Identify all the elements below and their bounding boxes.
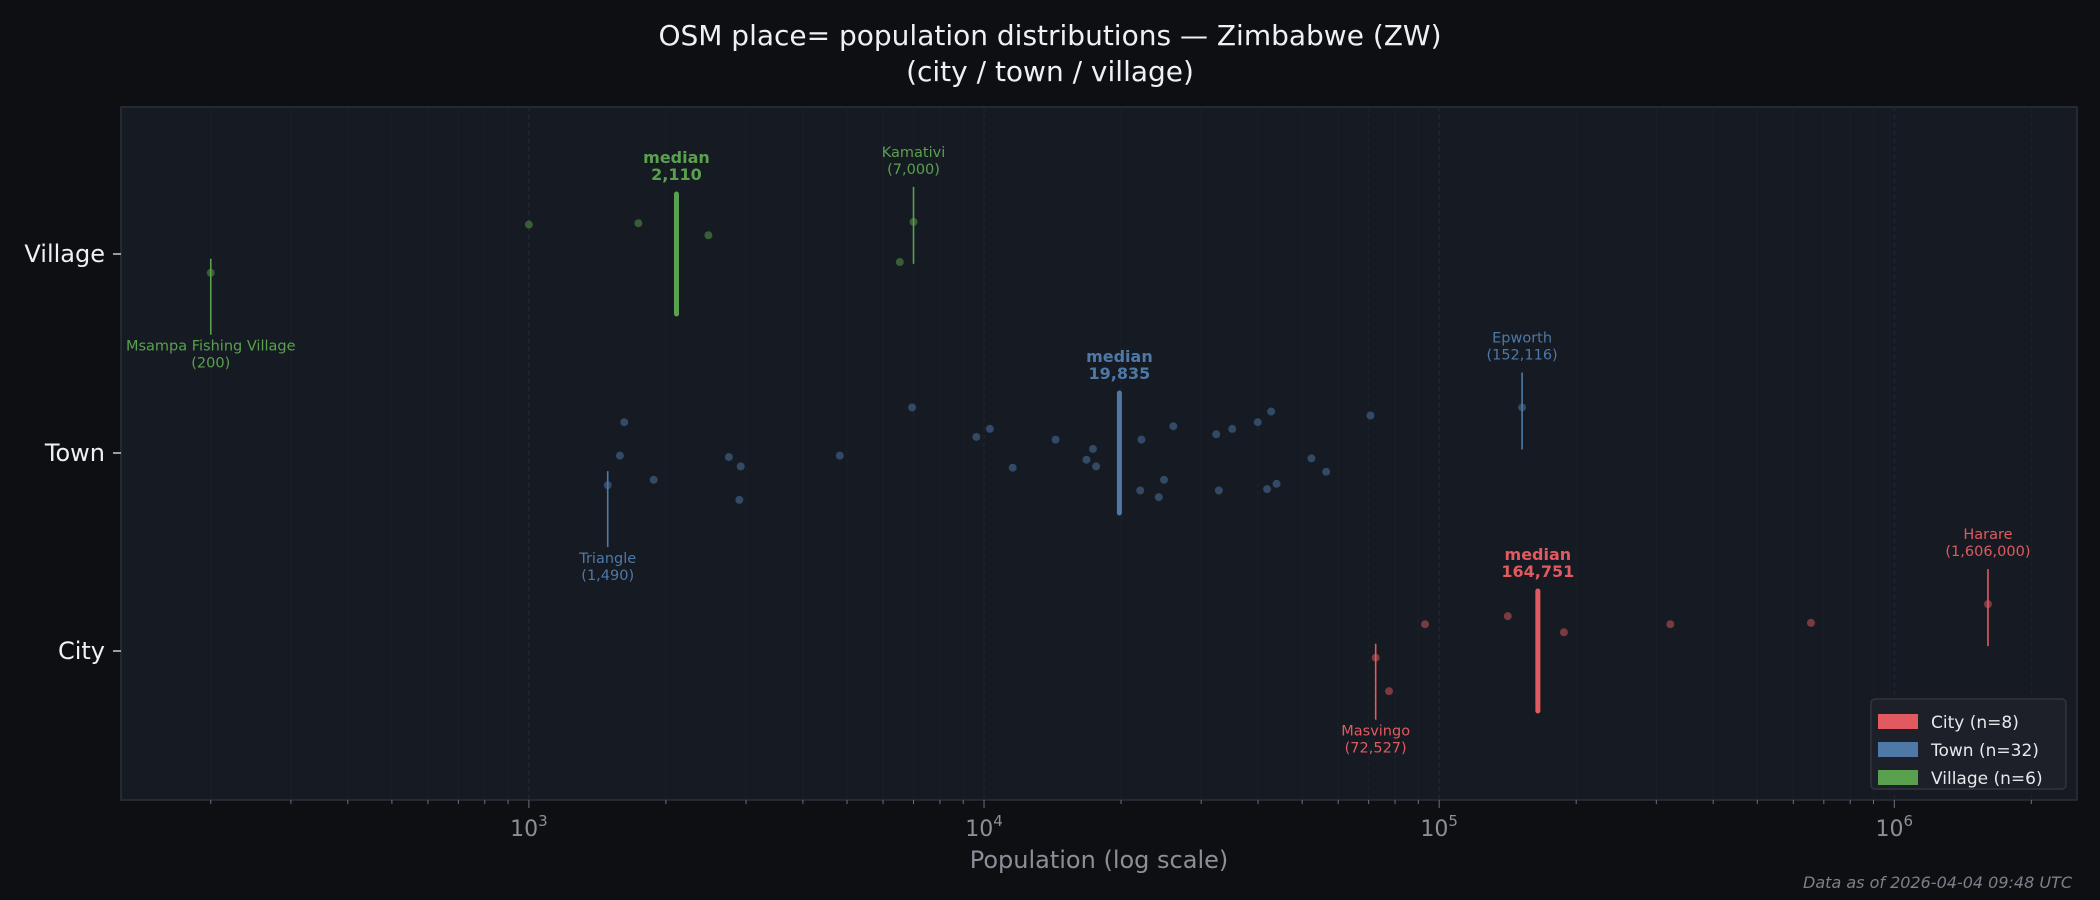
town-data-point — [1263, 485, 1272, 494]
x-tick-label: 104 — [965, 812, 1003, 842]
x-tick-label: 103 — [510, 812, 548, 842]
town-data-point — [972, 432, 981, 441]
town-annotation-name: Epworth — [1492, 330, 1552, 346]
town-data-point — [1212, 430, 1221, 439]
village-median-value: 2,110 — [651, 165, 702, 184]
town-data-point — [1307, 454, 1316, 463]
town-legend-label: Town (n=32) — [1930, 741, 2039, 761]
data-timestamp: Data as of 2026-04-04 09:48 UTC — [1803, 873, 2072, 892]
city-data-point — [1806, 618, 1815, 627]
x-tick-label: 105 — [1420, 812, 1458, 842]
chart-title: OSM place= population distributions — Zi… — [0, 18, 2100, 90]
city-data-point — [1421, 620, 1430, 629]
town-data-point — [649, 475, 658, 484]
town-legend-swatch — [1878, 742, 1918, 757]
village-annotation-name: Kamativi — [882, 145, 945, 161]
town-data-point — [735, 495, 744, 504]
village-data-point — [206, 268, 215, 277]
city-legend-swatch — [1878, 714, 1918, 729]
town-annotation-name: Triangle — [578, 551, 636, 567]
town-data-point — [908, 403, 917, 412]
plot-area — [120, 106, 2078, 801]
town-data-point — [1160, 475, 1169, 484]
village-data-point — [524, 220, 533, 229]
city-median-value: 164,751 — [1501, 562, 1574, 581]
town-data-point — [1267, 407, 1276, 416]
town-data-point — [1228, 424, 1237, 433]
x-tick-label: 106 — [1876, 812, 1914, 842]
y-tick-label: City — [58, 637, 105, 665]
village-data-point — [895, 258, 904, 267]
town-data-point — [1169, 422, 1178, 431]
x-axis-label: Population (log scale) — [970, 846, 1229, 874]
town-annotation-value: (1,490) — [581, 568, 634, 584]
city-median-label: median — [1505, 545, 1572, 564]
town-data-point — [1253, 418, 1262, 427]
city-data-point — [1666, 620, 1675, 629]
legend — [1870, 698, 2067, 790]
town-data-point — [1518, 403, 1527, 412]
town-data-point — [1322, 467, 1331, 476]
town-median-label: median — [1086, 347, 1153, 366]
town-annotation-value: (152,116) — [1486, 347, 1557, 363]
village-legend-label: Village (n=6) — [1931, 769, 2043, 789]
town-data-point — [1154, 493, 1163, 502]
village-median-label: median — [643, 148, 710, 167]
city-legend-label: City (n=8) — [1931, 713, 2019, 733]
town-data-point — [985, 424, 994, 433]
town-data-point — [1137, 435, 1146, 444]
town-data-point — [1136, 486, 1145, 495]
town-data-point — [724, 453, 733, 462]
village-annotation-value: (7,000) — [887, 162, 940, 178]
chart-title-line-2: (city / town / village) — [906, 55, 1194, 88]
village-data-point — [704, 231, 713, 240]
town-data-point — [1366, 411, 1375, 420]
city-data-point — [1385, 687, 1394, 696]
town-data-point — [1092, 462, 1101, 471]
village-legend-swatch — [1878, 770, 1918, 785]
city-annotation-name: Masvingo — [1341, 724, 1410, 740]
town-data-point — [603, 481, 612, 490]
city-data-point — [1371, 653, 1380, 662]
city-annotation-value: (72,527) — [1345, 741, 1407, 757]
town-data-point — [1008, 463, 1017, 472]
town-data-point — [620, 418, 629, 427]
city-annotation-value: (1,606,000) — [1945, 544, 2030, 560]
city-data-point — [1983, 600, 1992, 609]
town-data-point — [1082, 455, 1091, 464]
town-data-point — [1214, 486, 1223, 495]
city-annotation-name: Harare — [1963, 527, 2012, 543]
town-median-value: 19,835 — [1089, 364, 1151, 383]
town-data-point — [1088, 444, 1097, 453]
town-data-point — [835, 451, 844, 460]
town-data-point — [1272, 479, 1281, 488]
village-annotation-name: Msampa Fishing Village — [126, 339, 296, 355]
village-data-point — [634, 219, 643, 228]
town-data-point — [736, 462, 745, 471]
y-tick-label: Town — [44, 439, 105, 467]
city-data-point — [1559, 628, 1568, 637]
y-tick-label: Village — [24, 240, 105, 268]
village-data-point — [909, 217, 918, 226]
chart-title-line-1: OSM place= population distributions — Zi… — [658, 19, 1442, 52]
city-data-point — [1503, 612, 1512, 621]
town-data-point — [615, 451, 624, 460]
village-annotation-value: (200) — [191, 356, 230, 372]
town-data-point — [1051, 435, 1060, 444]
